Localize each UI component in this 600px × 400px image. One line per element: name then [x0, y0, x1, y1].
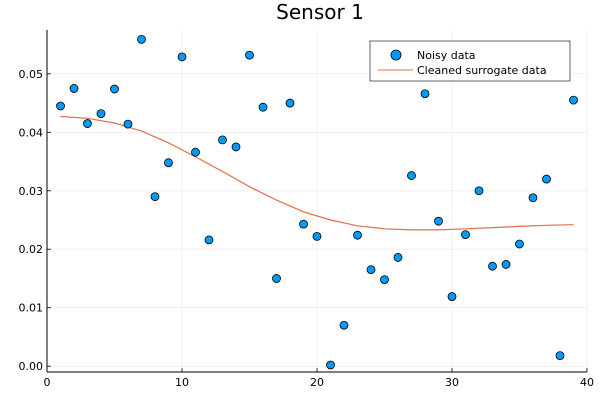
x-tick-label: 20	[310, 376, 324, 389]
surrogate-line	[60, 115, 574, 231]
data-point	[191, 147, 200, 157]
data-point	[528, 193, 538, 203]
data-point	[137, 34, 146, 44]
grid	[46, 30, 588, 372]
data-point	[312, 231, 322, 241]
data-point	[231, 142, 241, 152]
data-point	[245, 50, 254, 60]
legend-marker-noisy-data	[390, 49, 402, 61]
data-point	[542, 174, 551, 184]
data-point	[447, 292, 457, 301]
data-point	[272, 274, 281, 283]
data-point	[407, 171, 416, 180]
x-tick-label: 0	[44, 376, 51, 389]
y-tick-label: 0.04	[19, 126, 44, 139]
data-point	[353, 230, 362, 240]
data-point	[204, 235, 214, 245]
y-tick-label: 0.00	[19, 360, 44, 373]
ticks: 0 10 20 30 40 0.00 0.01 0.02 0.03 0.04 0.05	[19, 68, 595, 389]
data-point	[366, 265, 376, 275]
legend-label-noisy-data: Noisy data	[417, 49, 476, 62]
data-point	[218, 135, 227, 145]
legend-box	[369, 40, 571, 82]
data-point	[110, 84, 119, 94]
data-point	[299, 219, 308, 229]
data-point	[177, 52, 187, 62]
y-tick-label: 0.03	[19, 185, 44, 198]
data-point	[258, 102, 268, 112]
chart-title: Sensor 1	[276, 0, 364, 24]
data-point	[434, 216, 443, 226]
y-tick-label: 0.02	[19, 243, 44, 256]
data-point	[461, 230, 470, 240]
data-point	[420, 89, 430, 99]
data-point	[555, 351, 565, 361]
data-point	[488, 261, 497, 271]
data-point	[96, 109, 106, 118]
data-point	[326, 360, 335, 370]
data-point	[515, 239, 524, 249]
x-tick-label: 10	[175, 376, 189, 389]
data-point	[285, 98, 295, 108]
scatter-series	[56, 34, 578, 370]
data-point	[69, 84, 79, 93]
line-series	[60, 115, 574, 231]
data-point	[380, 275, 389, 285]
legend-label-cleaned-surrogate-data: Cleaned surrogate data	[417, 64, 547, 77]
data-point	[83, 119, 92, 128]
y-tick-label: 0.05	[19, 68, 44, 81]
data-point	[569, 95, 578, 105]
legend: Noisy data Cleaned surrogate data	[369, 40, 571, 82]
data-point	[150, 192, 160, 202]
x-tick-label: 30	[445, 376, 459, 389]
data-point	[56, 101, 65, 111]
data-point	[164, 158, 173, 168]
data-point	[501, 260, 511, 269]
data-point	[123, 119, 133, 129]
data-point	[474, 186, 484, 196]
data-point	[393, 253, 403, 262]
y-tick-label: 0.01	[19, 302, 44, 315]
data-point	[339, 320, 349, 330]
x-tick-label: 40	[580, 376, 594, 389]
